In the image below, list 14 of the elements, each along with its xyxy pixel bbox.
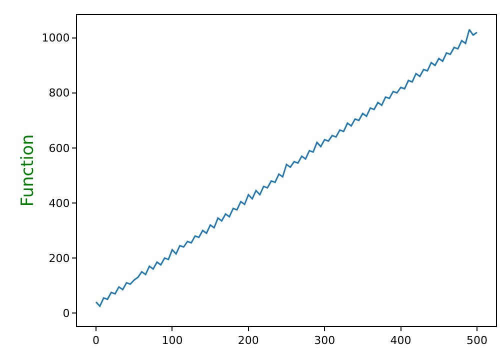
x-tick-label: 500 xyxy=(466,334,488,348)
y-tick-label: 800 xyxy=(48,86,70,100)
y-tick-label: 600 xyxy=(48,142,70,155)
y-tick-label: 1000 xyxy=(42,32,70,45)
x-tick-label: 300 xyxy=(314,334,336,348)
y-axis-title: Function xyxy=(18,134,38,207)
x-tick-label: 400 xyxy=(390,334,412,348)
x-tick-label: 200 xyxy=(238,334,259,348)
y-tick-label: 0 xyxy=(62,306,70,320)
y-tick-label: 200 xyxy=(48,252,70,265)
x-tick-label: 0 xyxy=(92,334,100,348)
x-tick-label: 100 xyxy=(162,334,183,348)
line-series xyxy=(95,28,478,307)
y-tick-label: 400 xyxy=(48,196,70,210)
